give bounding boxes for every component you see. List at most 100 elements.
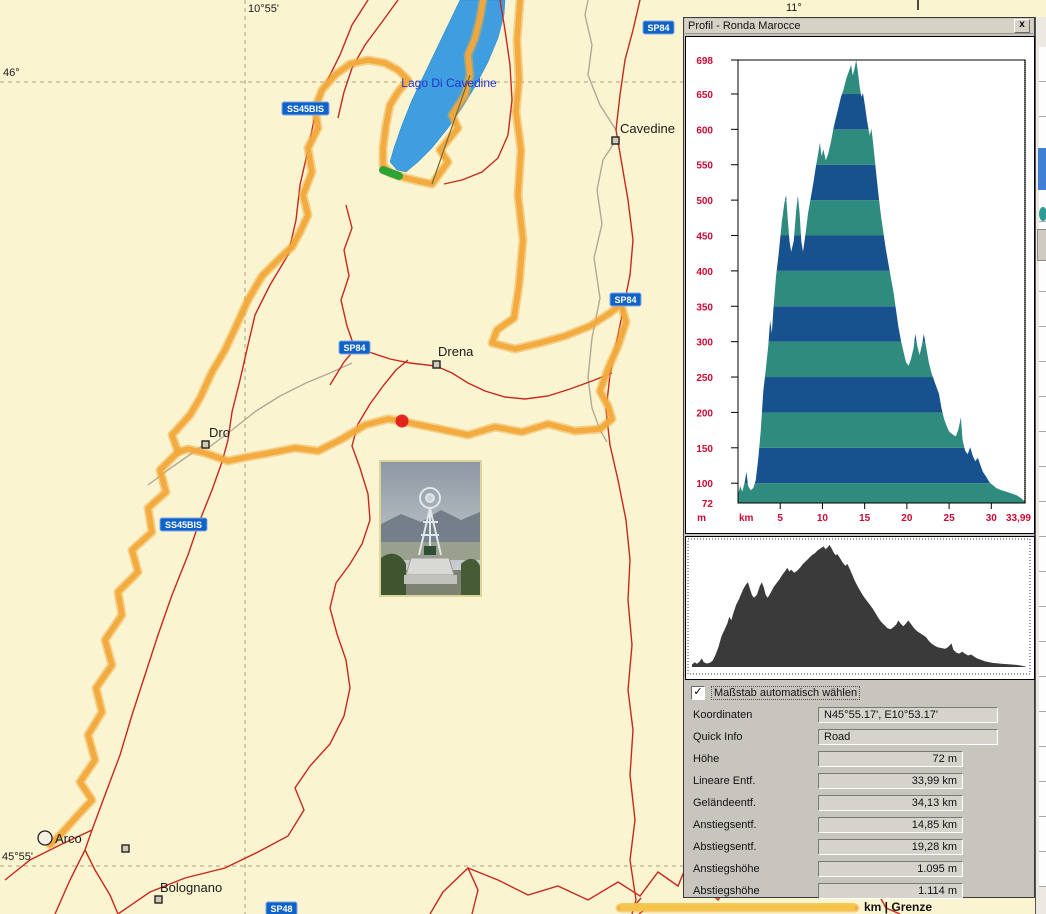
svg-text:Drena: Drena (438, 344, 474, 359)
road-sign (609, 292, 642, 307)
info-label: Geländeentf. (693, 797, 756, 809)
background-button-fragment (1037, 229, 1046, 261)
road-sign (159, 517, 208, 532)
svg-text:33,99: 33,99 (1006, 513, 1031, 524)
info-label: Koordinaten (693, 709, 753, 721)
profile-panel-title: Profil - Ronda Marocce (688, 20, 801, 32)
svg-text:Arco: Arco (55, 831, 82, 846)
svg-text:SP84: SP84 (343, 343, 365, 353)
lake-label: Lago Di Cavedine (401, 76, 497, 90)
town-marker[interactable] (121, 844, 130, 853)
svg-text:650: 650 (696, 90, 713, 101)
town-labels: Cavedine Drena Dro Arco Bolognano (55, 121, 675, 904)
svg-text:Cavedine: Cavedine (620, 121, 675, 136)
svg-text:72: 72 (702, 499, 714, 510)
svg-text:698: 698 (696, 56, 713, 67)
svg-text:550: 550 (696, 161, 713, 172)
roads-minor (147, 0, 619, 486)
road-sign (642, 20, 675, 35)
svg-text:5: 5 (777, 513, 783, 524)
overview-silhouette (692, 545, 1026, 667)
info-row-lineare-entf-: Lineare Entf. 33,99 km (685, 773, 1033, 791)
svg-text:km: km (739, 513, 754, 524)
svg-text:450: 450 (696, 232, 713, 243)
background-icon-fragment (1038, 148, 1046, 190)
svg-text:m: m (697, 513, 706, 524)
background-icon-fragment-2 (1039, 207, 1046, 221)
road-signs: SS45BIS SS45BIS SP84 SP84 SP84 SP48 (159, 20, 675, 914)
svg-text:250: 250 (696, 373, 713, 384)
svg-text:350: 350 (696, 302, 713, 313)
svg-text:400: 400 (696, 267, 713, 278)
info-row-anstiegsh-he: Anstiegshöhe 1.095 m (685, 861, 1033, 879)
info-value: 14,85 km (818, 817, 963, 833)
elevation-profile-chart[interactable]: 698 650 600 550 500 450 400 350 300 250 200 150 100 7… (685, 36, 1035, 534)
autoscale-checkbox[interactable]: ✓ (691, 686, 705, 700)
svg-text:SP48: SP48 (270, 904, 292, 914)
grid-coordinate-label: 45°55' (2, 851, 33, 863)
profile-panel: Profil - Ronda Marocce x 698 650 600 550 500… (683, 17, 1035, 899)
info-value: 1.114 m (818, 883, 963, 899)
current-position-dot[interactable] (395, 414, 409, 428)
info-row-gel-ndeentf-: Geländeentf. 34,13 km (685, 795, 1033, 813)
town-marker[interactable] (611, 136, 620, 145)
info-row-quick-info: Quick Info Road (685, 729, 1033, 747)
info-label: Höhe (693, 753, 720, 765)
info-label: Quick Info (693, 731, 743, 743)
svg-text:SP84: SP84 (647, 23, 669, 33)
svg-text:500: 500 (696, 196, 713, 207)
info-value: 72 m (818, 751, 963, 767)
info-row-h-he: Höhe 72 m (685, 751, 1033, 769)
info-value: 33,99 km (818, 773, 963, 789)
info-row-abstiegsentf-: Abstiegsentf. 19,28 km (685, 839, 1033, 857)
town-marker[interactable] (201, 440, 210, 449)
info-value: 34,13 km (818, 795, 963, 811)
close-icon[interactable]: x (1014, 19, 1030, 33)
profile-panel-titlebar[interactable]: Profil - Ronda Marocce x (685, 19, 1033, 34)
info-row-abstiegsh-he: Abstiegshöhe 1.114 m (685, 883, 1033, 901)
waypoint-photo-thumbnail[interactable] (379, 460, 482, 597)
info-value: 1.095 m (818, 861, 963, 877)
svg-text:SS45BIS: SS45BIS (287, 104, 324, 114)
grid-coordinate-label: 46° (3, 67, 20, 79)
route-green-section (379, 166, 403, 180)
road-sign (338, 340, 371, 355)
info-row-anstiegsentf-: Anstiegsentf. 14,85 km (685, 817, 1033, 835)
elevation-overview-chart[interactable] (685, 536, 1035, 680)
svg-text:150: 150 (696, 444, 713, 455)
info-label: Anstiegshöhe (693, 863, 760, 875)
road-sign (281, 101, 330, 116)
town-marker[interactable] (432, 360, 441, 369)
svg-text:15: 15 (859, 513, 871, 524)
road-under-route (431, 74, 471, 185)
profile-area-bands (738, 60, 1025, 503)
svg-text:30: 30 (986, 513, 998, 524)
info-label: Abstiegshöhe (693, 885, 760, 897)
info-value: N45°55.17', E10°53.17' (818, 707, 998, 723)
map-legend-fragment: km | Grenze (864, 900, 932, 914)
svg-text:200: 200 (696, 408, 713, 419)
svg-text:300: 300 (696, 338, 713, 349)
grid-coordinate-label: 10°55' (248, 3, 279, 15)
info-panel: ✓ Maßstab automatisch wählen Koordinaten… (685, 682, 1033, 899)
info-value: Road (818, 729, 998, 745)
svg-text:600: 600 (696, 125, 713, 136)
grid-coordinate-label: 11° (786, 2, 802, 14)
town-marker[interactable] (154, 895, 163, 904)
info-label: Lineare Entf. (693, 775, 756, 787)
info-label: Abstiegsentf. (693, 841, 757, 853)
autoscale-checkbox-label[interactable]: Maßstab automatisch wählen (711, 686, 861, 700)
svg-text:SS45BIS: SS45BIS (165, 520, 202, 530)
info-value: 19,28 km (818, 839, 963, 855)
road-sign (265, 901, 298, 914)
arco-circle-marker (37, 830, 53, 846)
svg-text:SP84: SP84 (614, 295, 636, 305)
info-label: Anstiegsentf. (693, 819, 757, 831)
svg-text:20: 20 (901, 513, 913, 524)
svg-text:100: 100 (696, 479, 713, 490)
plot-border (737, 59, 1026, 504)
svg-text:25: 25 (944, 513, 956, 524)
background-window-sliver (1035, 17, 1046, 914)
scalebar-fragment (620, 903, 855, 911)
